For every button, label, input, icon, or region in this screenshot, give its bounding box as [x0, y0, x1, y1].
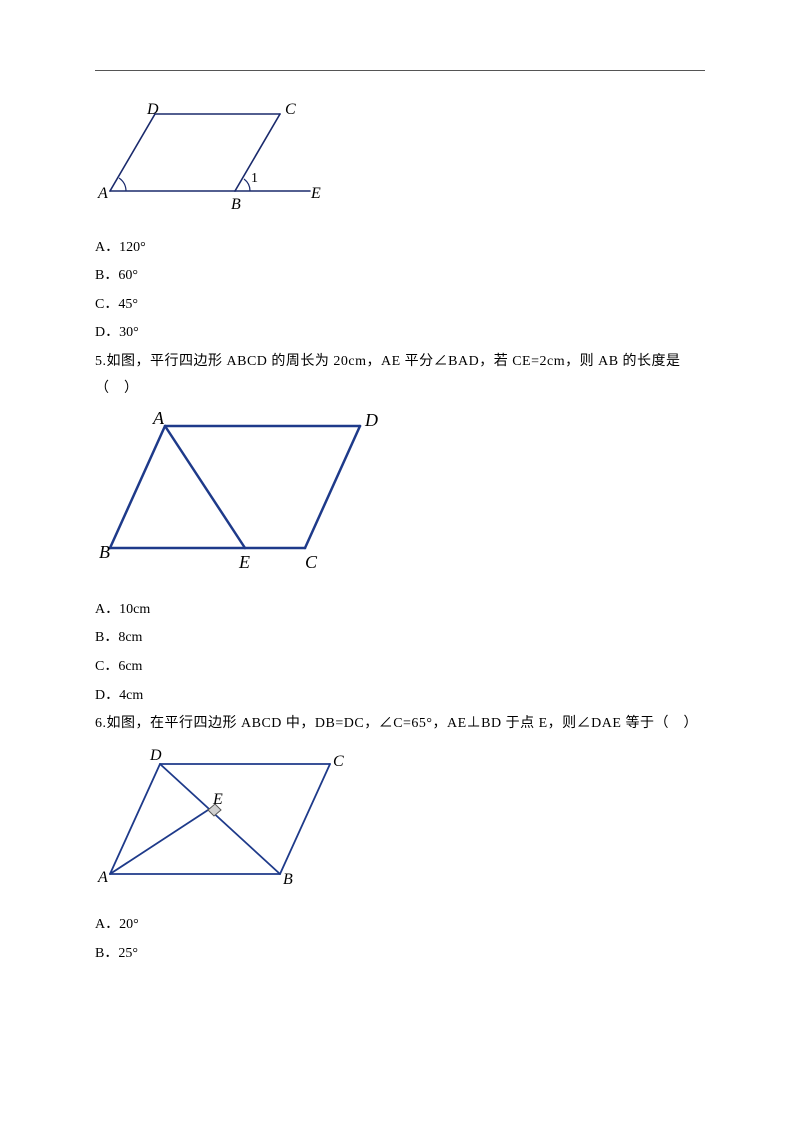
q5-option-b: B．8cm [95, 625, 705, 652]
svg-text:D: D [146, 101, 159, 118]
q6-option-b: B．25° [95, 941, 705, 968]
svg-text:1: 1 [251, 171, 258, 186]
svg-text:D: D [364, 410, 378, 430]
svg-text:A: A [97, 869, 108, 886]
svg-text:A: A [152, 408, 165, 428]
q4-option-a: A．120° [95, 235, 705, 262]
q6-option-a: A．20° [95, 912, 705, 939]
q5-option-d: D．4cm [95, 683, 705, 710]
svg-text:B: B [283, 871, 293, 888]
svg-text:E: E [212, 791, 223, 808]
q6-figure: A B C D E [95, 744, 705, 905]
q4-option-b: B．60° [95, 263, 705, 290]
q5-stem: 5.如图，平行四边形 ABCD 的周长为 20cm，AE 平分∠BAD，若 CE… [95, 349, 705, 402]
svg-text:D: D [149, 747, 162, 764]
svg-text:E: E [310, 185, 321, 202]
q5-option-a: A．10cm [95, 597, 705, 624]
q5-figure: A D B E C [95, 408, 705, 589]
svg-text:C: C [333, 753, 344, 770]
page-rule [95, 70, 705, 71]
svg-text:C: C [285, 101, 296, 118]
svg-text:B: B [231, 196, 241, 213]
svg-text:A: A [97, 185, 108, 202]
q4-figure: A B C D E 1 [95, 96, 705, 227]
svg-text:C: C [305, 552, 318, 572]
q6-stem: 6.如图，在平行四边形 ABCD 中，DB=DC，∠C=65°，AE⊥BD 于点… [95, 711, 705, 738]
q4-option-d: D．30° [95, 320, 705, 347]
q4-option-c: C．45° [95, 292, 705, 319]
svg-text:E: E [238, 552, 250, 572]
svg-text:B: B [99, 542, 110, 562]
q5-option-c: C．6cm [95, 654, 705, 681]
